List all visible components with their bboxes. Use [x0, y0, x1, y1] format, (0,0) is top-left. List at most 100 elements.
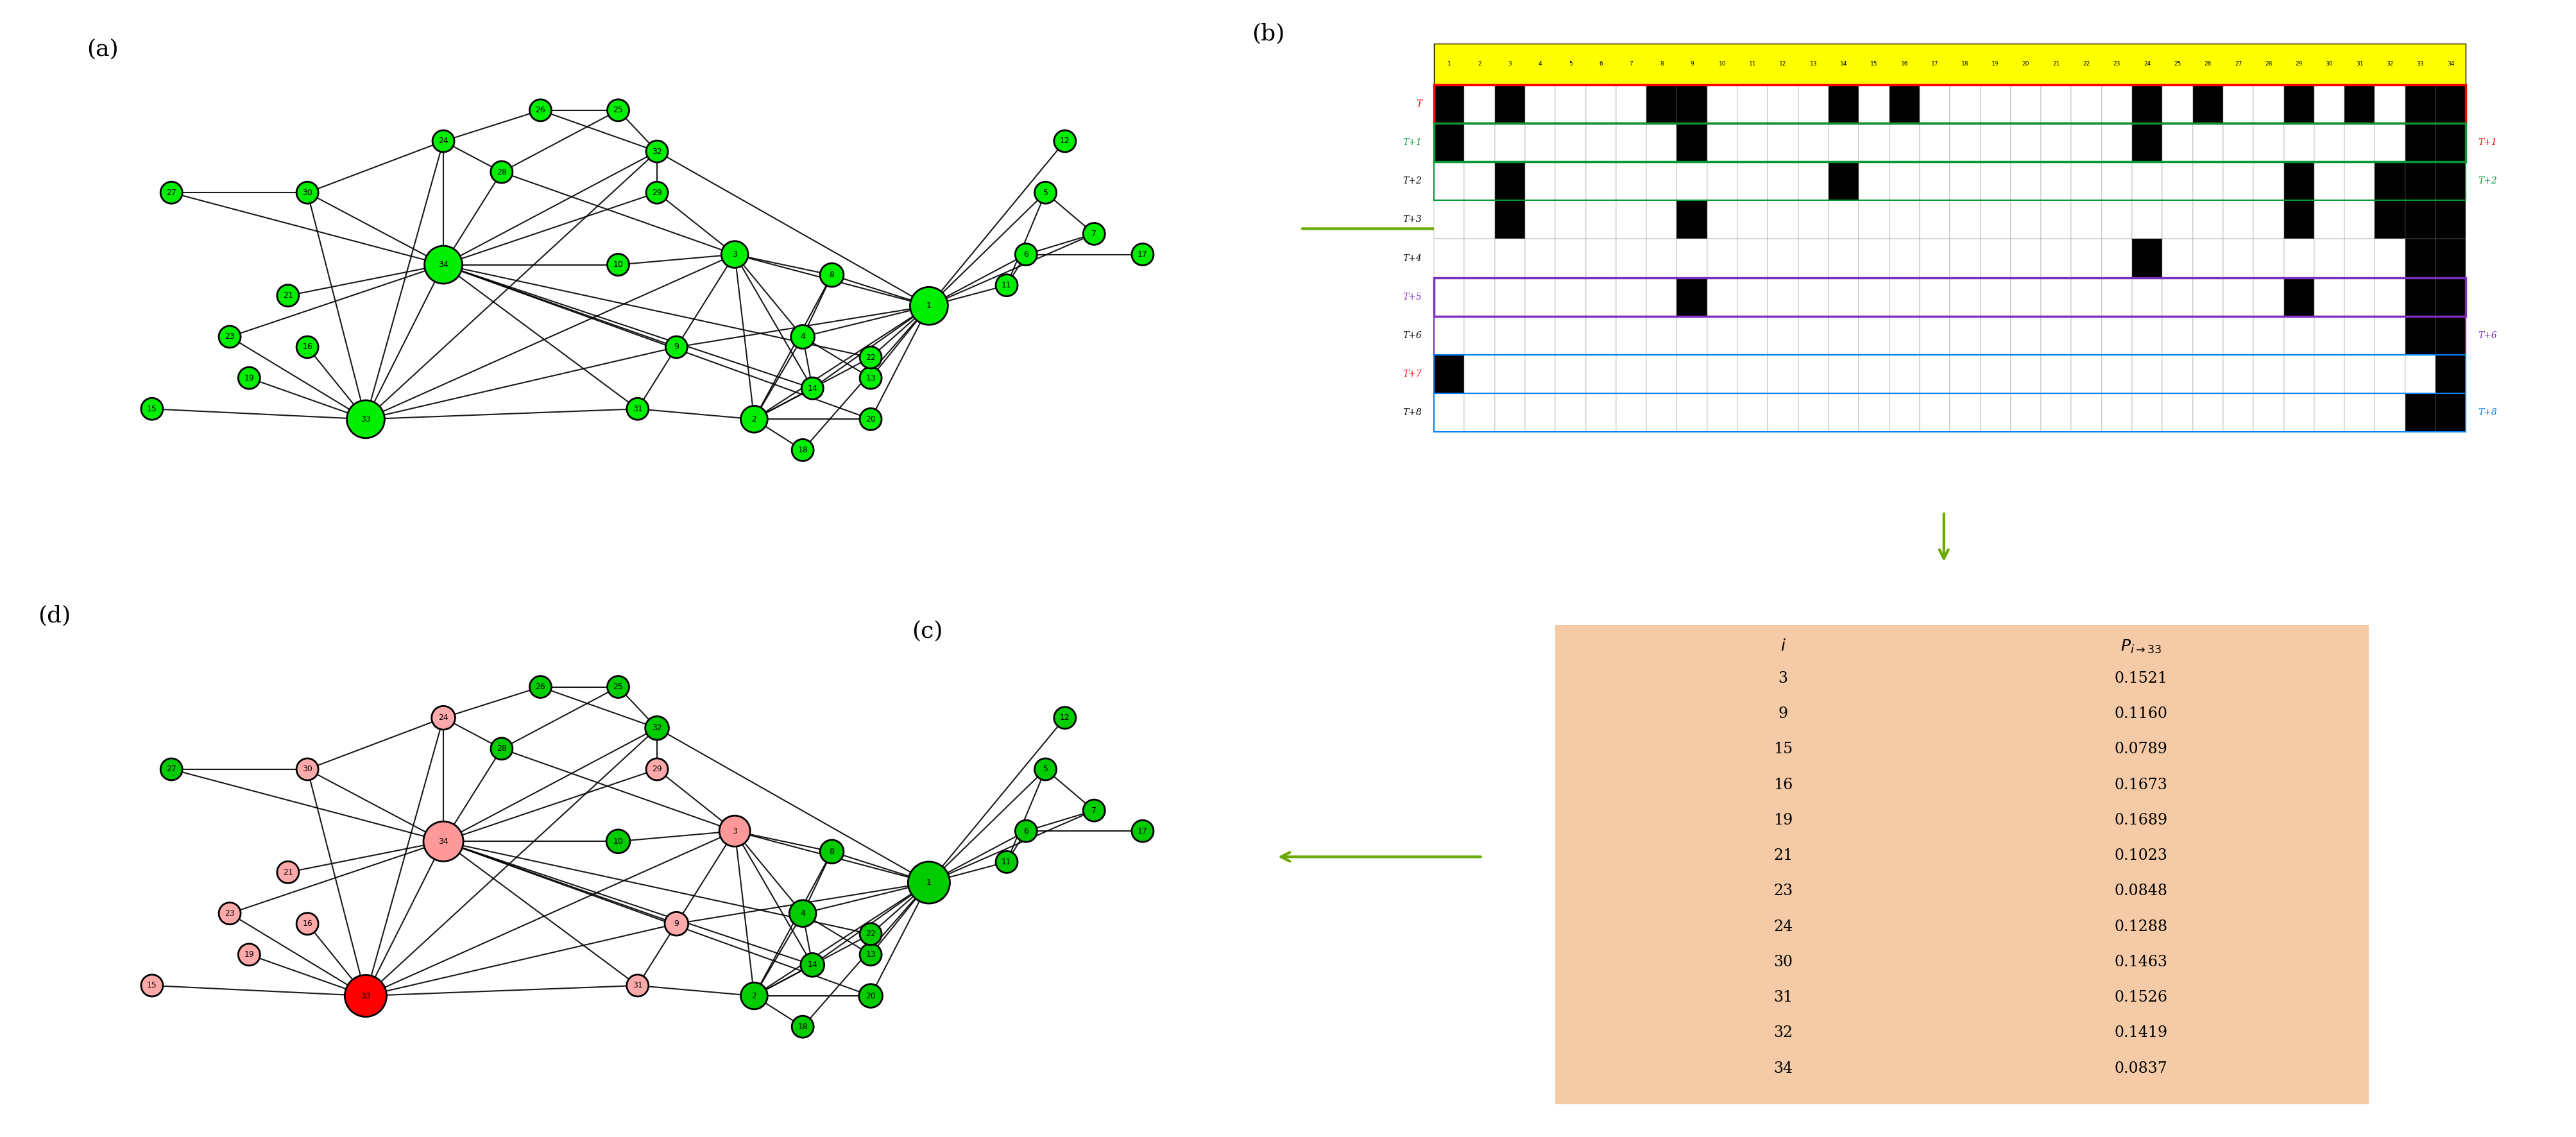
FancyBboxPatch shape	[1767, 355, 1798, 393]
FancyBboxPatch shape	[1494, 161, 1525, 200]
FancyBboxPatch shape	[2254, 239, 2282, 277]
FancyBboxPatch shape	[1919, 316, 1950, 355]
Text: 21: 21	[2053, 61, 2058, 67]
Point	[598, 678, 639, 696]
FancyBboxPatch shape	[1981, 123, 2009, 161]
FancyBboxPatch shape	[1857, 161, 1888, 200]
Text: 24: 24	[438, 714, 448, 722]
Text: 10: 10	[613, 260, 623, 268]
FancyBboxPatch shape	[1677, 393, 1708, 432]
Text: T+5: T+5	[1401, 292, 1422, 301]
FancyBboxPatch shape	[1857, 316, 1888, 355]
FancyBboxPatch shape	[2192, 277, 2223, 316]
Text: 9: 9	[1777, 706, 1788, 721]
FancyBboxPatch shape	[1584, 84, 1615, 123]
Text: (b): (b)	[1252, 23, 1285, 44]
Point	[734, 987, 775, 1005]
Text: 14: 14	[806, 961, 817, 969]
Text: 7: 7	[1092, 806, 1097, 814]
FancyBboxPatch shape	[2375, 355, 2403, 393]
Text: 20: 20	[866, 415, 876, 423]
Point	[657, 914, 698, 932]
Text: T: T	[1417, 99, 1422, 108]
FancyBboxPatch shape	[2313, 239, 2344, 277]
FancyBboxPatch shape	[1919, 84, 1950, 123]
FancyBboxPatch shape	[1463, 316, 1494, 355]
FancyBboxPatch shape	[1708, 239, 1736, 277]
Point	[1043, 708, 1084, 727]
FancyBboxPatch shape	[1888, 277, 1919, 316]
Point	[1025, 761, 1066, 779]
Text: 13: 13	[866, 951, 876, 958]
Text: 23: 23	[224, 910, 234, 918]
Text: 32: 32	[1772, 1026, 1793, 1040]
FancyBboxPatch shape	[2313, 277, 2344, 316]
FancyBboxPatch shape	[1463, 393, 1494, 432]
FancyBboxPatch shape	[2313, 84, 2344, 123]
Point	[636, 183, 677, 201]
Text: 0.1419: 0.1419	[2115, 1026, 2166, 1040]
FancyBboxPatch shape	[1829, 355, 1857, 393]
FancyBboxPatch shape	[1463, 84, 1494, 123]
Text: 34: 34	[1772, 1061, 1793, 1076]
Text: 27: 27	[2233, 61, 2241, 67]
FancyBboxPatch shape	[2313, 123, 2344, 161]
FancyBboxPatch shape	[2040, 239, 2071, 277]
Text: 20: 20	[2022, 61, 2030, 67]
Text: 0.1288: 0.1288	[2115, 919, 2166, 933]
FancyBboxPatch shape	[2434, 316, 2465, 355]
Text: 8: 8	[829, 847, 835, 856]
FancyBboxPatch shape	[1494, 200, 1525, 239]
FancyBboxPatch shape	[1494, 355, 1525, 393]
Text: 25: 25	[613, 682, 623, 691]
Point	[850, 987, 891, 1005]
Text: 32: 32	[652, 724, 662, 732]
FancyBboxPatch shape	[1708, 84, 1736, 123]
FancyBboxPatch shape	[1736, 277, 1767, 316]
FancyBboxPatch shape	[1584, 316, 1615, 355]
FancyBboxPatch shape	[2434, 161, 2465, 200]
FancyBboxPatch shape	[1584, 161, 1615, 200]
Point	[850, 368, 891, 387]
FancyBboxPatch shape	[1615, 200, 1646, 239]
FancyBboxPatch shape	[1829, 161, 1857, 200]
Text: 30: 30	[2326, 61, 2331, 67]
FancyBboxPatch shape	[1708, 161, 1736, 200]
Text: 12: 12	[1059, 136, 1069, 146]
FancyBboxPatch shape	[1494, 84, 1525, 123]
Text: 21: 21	[283, 291, 294, 300]
FancyBboxPatch shape	[2403, 84, 2434, 123]
Point	[1074, 225, 1115, 243]
FancyBboxPatch shape	[2375, 200, 2403, 239]
Text: 22: 22	[2081, 61, 2089, 67]
Point	[229, 368, 270, 387]
FancyBboxPatch shape	[2434, 84, 2465, 123]
FancyBboxPatch shape	[1435, 316, 1463, 355]
FancyBboxPatch shape	[1525, 316, 1556, 355]
Text: 28: 28	[497, 168, 507, 176]
FancyBboxPatch shape	[2102, 84, 2130, 123]
FancyBboxPatch shape	[2071, 239, 2102, 277]
FancyBboxPatch shape	[1888, 200, 1919, 239]
Point	[850, 946, 891, 964]
Text: 24: 24	[1772, 919, 1793, 933]
FancyBboxPatch shape	[1950, 200, 1981, 239]
FancyBboxPatch shape	[2040, 123, 2071, 161]
Text: 10: 10	[613, 837, 623, 846]
FancyBboxPatch shape	[1708, 200, 1736, 239]
FancyBboxPatch shape	[2375, 161, 2403, 200]
Text: T+1: T+1	[2478, 138, 2496, 147]
Point	[229, 946, 270, 964]
FancyBboxPatch shape	[2344, 84, 2375, 123]
Text: T+6: T+6	[1401, 331, 1422, 340]
Text: 25: 25	[613, 106, 623, 115]
Point	[783, 327, 824, 346]
FancyBboxPatch shape	[2223, 277, 2254, 316]
FancyBboxPatch shape	[1950, 161, 1981, 200]
Text: 31: 31	[634, 405, 641, 413]
FancyBboxPatch shape	[1767, 277, 1798, 316]
Point	[286, 761, 327, 779]
Point	[850, 410, 891, 429]
FancyBboxPatch shape	[2009, 200, 2040, 239]
Text: 4: 4	[801, 333, 806, 341]
